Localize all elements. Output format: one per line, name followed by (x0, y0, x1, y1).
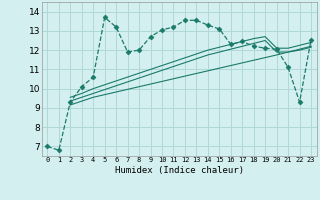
X-axis label: Humidex (Indice chaleur): Humidex (Indice chaleur) (115, 166, 244, 175)
